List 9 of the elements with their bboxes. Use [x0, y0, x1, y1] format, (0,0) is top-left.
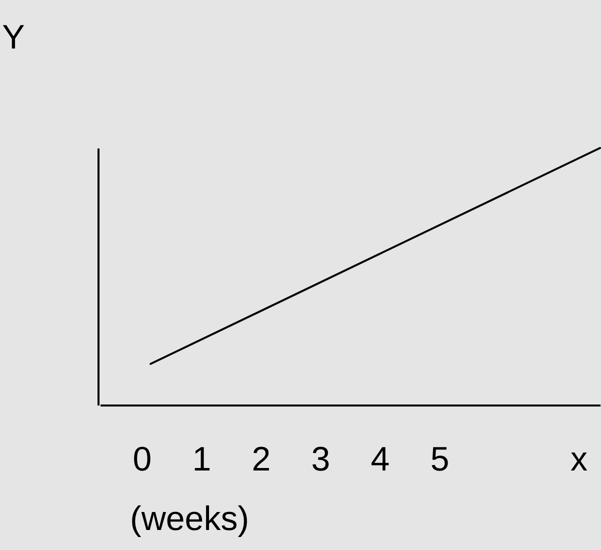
- x-tick-label: 2: [252, 440, 271, 478]
- x-tick-label: 0: [132, 440, 152, 478]
- text: (weeks): [130, 500, 250, 538]
- x-tick-label: 4: [370, 440, 390, 478]
- y-axis-title: Y: [2, 18, 25, 56]
- x-axis-title: x: [570, 440, 588, 478]
- x-tick-label: 1: [192, 440, 212, 478]
- x-tick-label: 3: [311, 440, 330, 478]
- x-tick-label: 5: [430, 440, 450, 478]
